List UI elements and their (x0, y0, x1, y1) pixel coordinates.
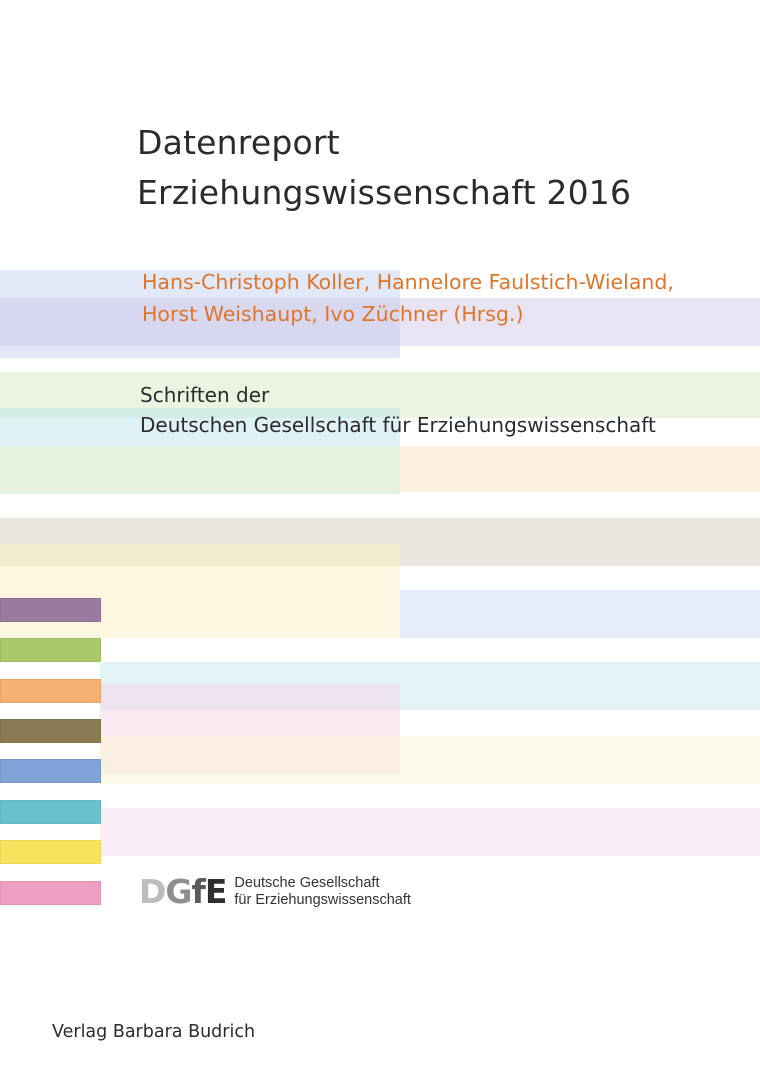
color-swatch-teal (0, 800, 101, 824)
publisher-name: Verlag Barbara Budrich (52, 1022, 256, 1042)
band-pink-block (100, 684, 400, 774)
logo-text-line-2: für Erziehungswissenschaft (234, 892, 411, 908)
logo-letter-e: E (204, 872, 228, 911)
series-line-2: Deutschen Gesellschaft für Erziehungswis… (140, 413, 656, 437)
editors: Hans-Christoph Koller, Hannelore Faulsti… (142, 266, 674, 330)
band-taupe (0, 518, 760, 566)
band-cream (100, 736, 760, 784)
color-swatch-yellow (0, 840, 101, 864)
color-swatch-pink (0, 881, 101, 905)
logo-letter-g: G (165, 872, 192, 911)
series-line-1: Schriften der (140, 383, 270, 407)
band-teal-mid (100, 662, 760, 710)
dgfe-logo-mark: DGfE (139, 872, 228, 911)
editors-line-2: Horst Weishaupt, Ivo Züchner (Hrsg.) (142, 302, 524, 326)
dgfe-logo: DGfE Deutsche Gesellschaft für Erziehung… (139, 872, 411, 912)
title-line-1: Datenreport (137, 123, 340, 162)
title-line-2: Erziehungswissenschaft 2016 (137, 173, 632, 212)
logo-text-line-1: Deutsche Gesellschaft (234, 875, 380, 891)
logo-letter-f: f (191, 872, 206, 911)
color-swatch-blue (0, 759, 101, 783)
band-blue-mid (400, 590, 760, 638)
band-green-mid (0, 446, 400, 494)
color-swatch-green (0, 638, 101, 662)
logo-letter-d: D (139, 872, 166, 911)
editors-line-1: Hans-Christoph Koller, Hannelore Faulsti… (142, 270, 674, 294)
band-yellow-a (0, 544, 400, 590)
color-swatch-orange (0, 679, 101, 703)
book-title: Datenreport Erziehungswissenschaft 2016 (137, 118, 631, 218)
series-name: Schriften der Deutschen Gesellschaft für… (140, 380, 656, 440)
color-swatch-purple (0, 598, 101, 622)
dgfe-logo-text: Deutsche Gesellschaft für Erziehungswiss… (234, 875, 411, 909)
band-pink-low (100, 808, 760, 856)
color-swatch-olive (0, 719, 101, 743)
band-peach (400, 446, 760, 492)
